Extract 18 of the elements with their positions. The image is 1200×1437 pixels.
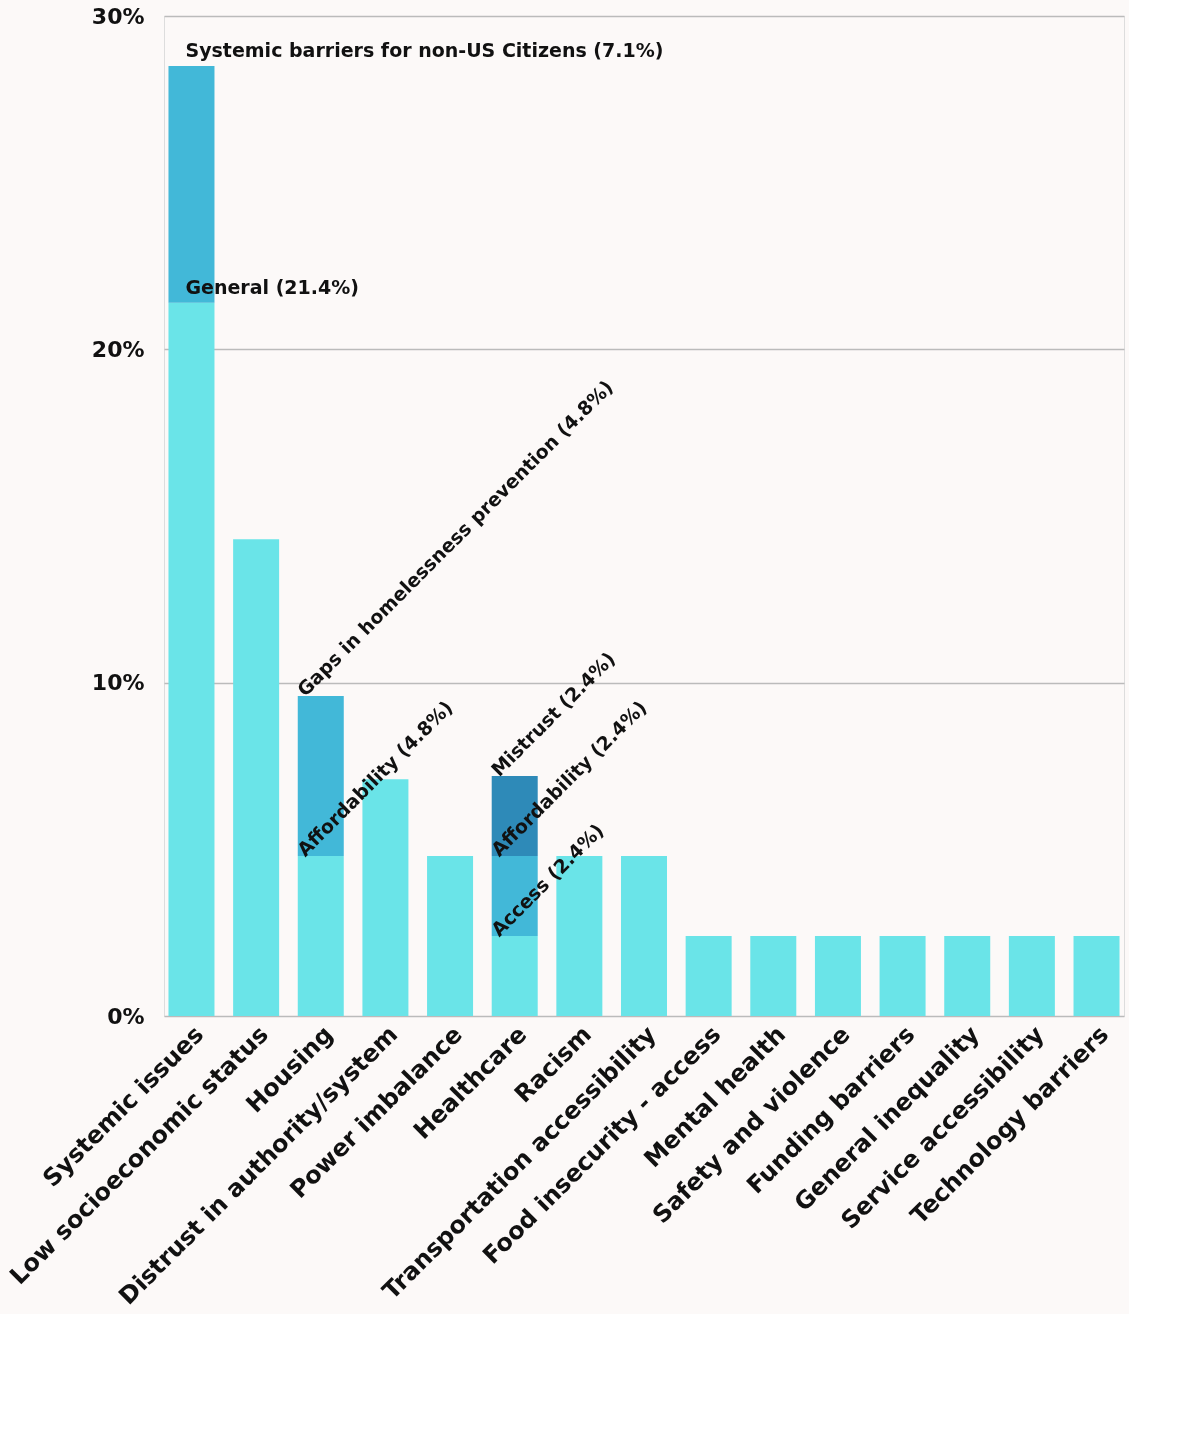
- bar: [944, 936, 991, 1016]
- bar: [491, 936, 538, 1016]
- bar: [1073, 936, 1120, 1016]
- bar: [814, 936, 861, 1016]
- y-tick-label: 20%: [91, 336, 145, 362]
- bar: [297, 856, 344, 1016]
- bar: [1008, 936, 1055, 1016]
- bar: [879, 936, 926, 1016]
- bar: [168, 302, 215, 1016]
- y-tick-label: 10%: [91, 670, 145, 696]
- bar: [621, 856, 667, 1016]
- bar: [233, 539, 280, 1016]
- y-tick-label: 30%: [91, 3, 145, 29]
- bar: [750, 936, 797, 1016]
- y-tick-label: 0%: [107, 1003, 145, 1029]
- annotation: Systemic barriers for non-US Citizens (7.1%): [185, 39, 664, 61]
- bar: [685, 936, 732, 1016]
- bar: [427, 856, 474, 1016]
